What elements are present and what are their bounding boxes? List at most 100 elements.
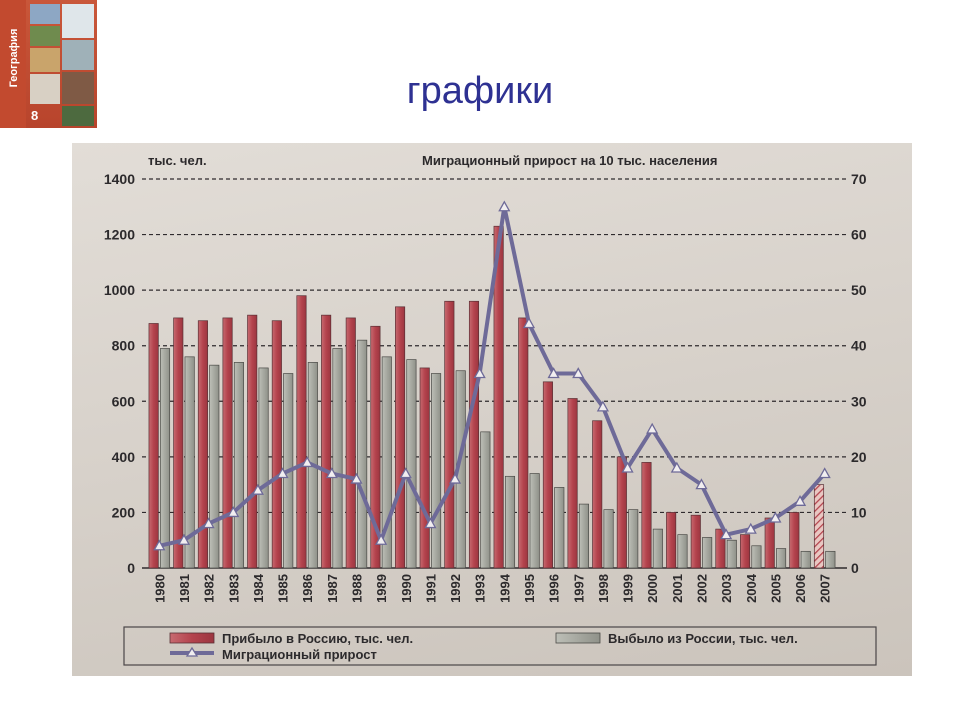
x-tick-label: 1993 xyxy=(473,574,488,603)
right-tick-label: 60 xyxy=(851,227,867,243)
left-tick-label: 600 xyxy=(112,393,136,409)
bar-arrived xyxy=(173,317,184,569)
x-tick-label: 1988 xyxy=(349,574,364,603)
bar-arrived xyxy=(321,314,332,569)
left-tick-label: 1000 xyxy=(104,282,135,298)
chart-photo: 0 200 400 600 800 1000 1200 1400 0 10 20 30 40 50 60 7… xyxy=(72,143,912,676)
x-tick-label: 1998 xyxy=(596,574,611,603)
bar-arrived xyxy=(542,381,553,569)
migration-point xyxy=(547,367,560,379)
x-tick-label: 1986 xyxy=(300,574,315,603)
bar-departed xyxy=(209,364,220,569)
migration-point xyxy=(448,472,462,484)
migration-point xyxy=(695,478,708,490)
migration-point xyxy=(522,317,536,329)
left-axis-label: тыс. чел. xyxy=(148,153,207,168)
bar-departed xyxy=(480,431,491,569)
x-tick-label: 2001 xyxy=(670,574,685,603)
migration-point xyxy=(177,533,191,545)
bar-arrived xyxy=(690,514,701,569)
migration-point xyxy=(793,494,807,506)
right-tick-label: 10 xyxy=(851,504,867,520)
migration-point xyxy=(818,467,831,479)
bar-arrived xyxy=(567,398,578,569)
left-tick-label: 0 xyxy=(127,560,135,576)
bar-arrived xyxy=(468,300,480,569)
migration-point xyxy=(202,517,215,529)
migration-point xyxy=(720,528,733,540)
bar-arrived xyxy=(666,512,677,569)
left-tick-label: 200 xyxy=(112,504,136,520)
x-tick-label: 1999 xyxy=(621,574,636,603)
legend-marker-migration xyxy=(185,646,199,657)
line-series xyxy=(153,200,831,551)
bar-arrived xyxy=(493,225,504,569)
book-grade: 8 xyxy=(31,108,39,123)
legend: Прибыло в Россию, тыс. чел. Выбыло из Ро… xyxy=(123,626,877,666)
bar-departed xyxy=(628,509,639,569)
x-tick-label: 2000 xyxy=(645,574,660,603)
bar-arrived xyxy=(148,323,159,569)
migration-point xyxy=(153,539,166,551)
migration-point xyxy=(301,456,314,468)
cover-photo-8 xyxy=(62,106,94,126)
bar-departed xyxy=(381,356,392,569)
bar-departed xyxy=(825,550,836,569)
bar-departed xyxy=(702,537,713,569)
cover-photo-1 xyxy=(30,4,60,24)
x-tick-label: 1983 xyxy=(226,574,241,603)
migration-point xyxy=(424,517,437,529)
bar-arrived xyxy=(296,295,307,569)
book-spine: География xyxy=(0,0,26,128)
migration-point xyxy=(276,467,289,479)
bar-departed xyxy=(554,487,565,569)
x-tick-label: 1995 xyxy=(522,574,537,603)
migration-point xyxy=(251,483,264,495)
right-axis: 0 10 20 30 40 50 60 70 xyxy=(851,171,867,576)
bar-arrived xyxy=(592,420,603,569)
bar-departed xyxy=(578,503,589,569)
bar-departed xyxy=(233,362,244,569)
chart-title: Миграционный прирост на 10 тыс. населени… xyxy=(422,153,717,168)
bar-arrived xyxy=(764,517,775,569)
x-tick-label: 1981 xyxy=(177,574,192,603)
bar-departed xyxy=(184,356,195,569)
legend-label-departed: Выбыло из России, тыс. чел. xyxy=(608,631,798,646)
bar-departed xyxy=(258,367,269,569)
bar-departed xyxy=(406,359,417,569)
left-tick-label: 1400 xyxy=(104,171,135,187)
bar-arrived xyxy=(616,456,627,569)
bar-arrived xyxy=(813,484,825,569)
x-tick-label: 1982 xyxy=(202,574,217,603)
x-tick-label: 1989 xyxy=(374,574,389,603)
bar-departed xyxy=(776,548,787,569)
left-tick-label: 400 xyxy=(112,449,136,465)
right-tick-label: 40 xyxy=(851,338,867,354)
right-tick-label: 50 xyxy=(851,282,867,298)
migration-point xyxy=(670,461,683,473)
migration-point xyxy=(646,422,659,434)
x-tick-label: 2004 xyxy=(744,573,759,603)
bar-arrived xyxy=(222,317,233,569)
bar-arrived xyxy=(271,320,282,569)
x-tick-label: 1994 xyxy=(497,573,512,603)
bar-arrived xyxy=(395,306,406,569)
bar-arrived xyxy=(345,317,356,569)
x-tick-label: 1997 xyxy=(571,574,586,603)
bar-arrived xyxy=(740,534,751,569)
legend-swatch-departed xyxy=(555,632,601,644)
migration-point xyxy=(375,533,388,545)
bar-departed xyxy=(603,509,614,569)
bar-departed xyxy=(431,373,442,569)
left-tick-label: 800 xyxy=(112,338,136,354)
bar-arrived xyxy=(247,314,258,569)
bar-departed xyxy=(677,534,688,569)
x-tick-label: 2005 xyxy=(768,574,783,603)
x-tick-label: 2002 xyxy=(694,574,709,603)
bar-arrived xyxy=(370,325,381,569)
textbook-cover-thumbnail: География 8 xyxy=(0,0,97,128)
migration-point xyxy=(769,511,782,523)
migration-point xyxy=(227,506,240,518)
bar-departed xyxy=(800,550,811,569)
bar-departed xyxy=(357,339,368,569)
